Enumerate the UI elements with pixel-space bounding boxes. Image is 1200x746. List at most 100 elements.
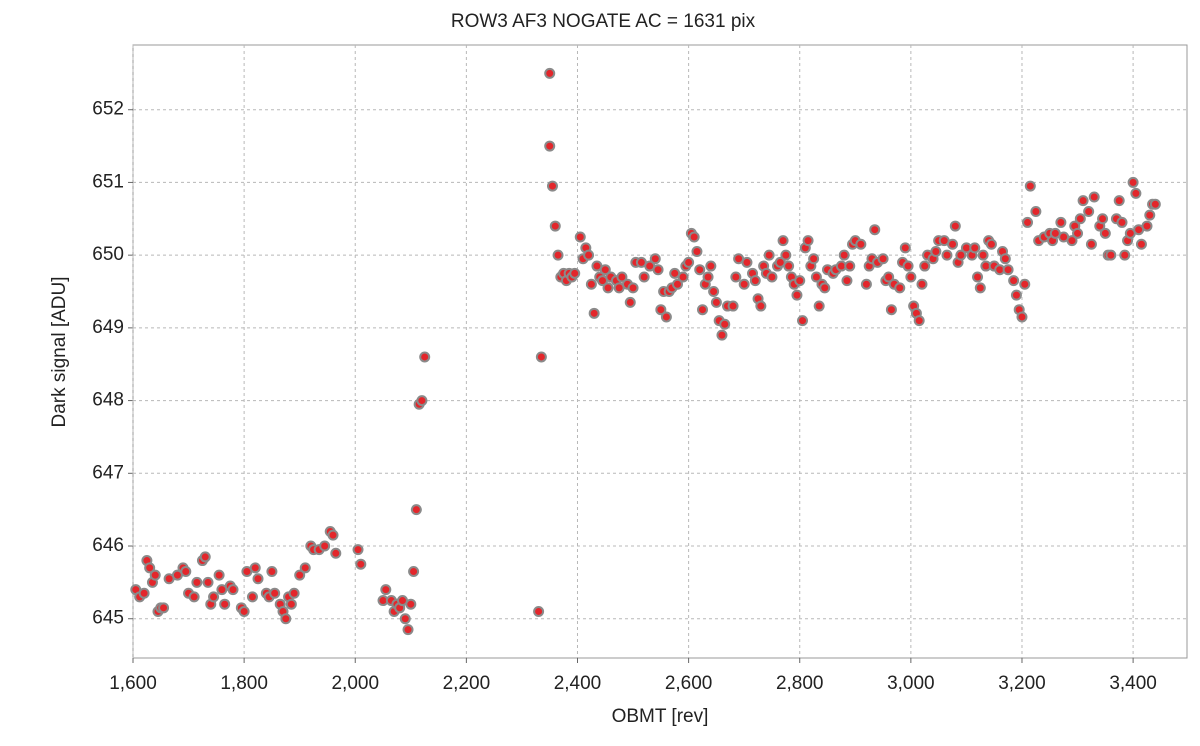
data-point — [299, 562, 311, 574]
data-point — [569, 267, 581, 279]
data-point — [549, 220, 561, 232]
x-tick-label: 3,200 — [998, 673, 1046, 694]
data-point — [208, 591, 220, 603]
x-tick-label: 1,800 — [220, 673, 268, 694]
data-point — [691, 246, 703, 258]
data-point — [1077, 195, 1089, 207]
data-point — [783, 260, 795, 272]
data-point — [716, 329, 728, 341]
data-point — [705, 260, 717, 272]
data-point — [949, 220, 961, 232]
data-point — [697, 304, 709, 316]
data-point — [708, 286, 720, 298]
data-point — [246, 591, 258, 603]
data-point — [188, 591, 200, 603]
data-point — [213, 569, 225, 581]
data-point — [677, 271, 689, 283]
data-point — [219, 598, 231, 610]
x-tick-label: 3,400 — [1109, 673, 1157, 694]
data-point — [546, 180, 558, 192]
data-point — [702, 271, 714, 283]
data-point — [158, 602, 170, 614]
data-point — [977, 249, 989, 261]
x-tick-label: 2,600 — [665, 673, 713, 694]
data-point — [138, 587, 150, 599]
data-point — [1113, 195, 1125, 207]
data-point — [1105, 249, 1117, 261]
y-tick-label: 650 — [92, 244, 124, 265]
data-point — [819, 282, 831, 294]
data-point — [919, 260, 931, 272]
chart-title: ROW3 AF3 NOGATE AC = 1631 pix — [451, 11, 756, 32]
data-point — [869, 224, 881, 236]
data-point — [894, 282, 906, 294]
data-point — [327, 529, 339, 541]
data-point — [683, 256, 695, 268]
data-point — [916, 278, 928, 290]
data-point — [408, 565, 420, 577]
data-point — [574, 231, 586, 243]
data-point — [399, 613, 411, 625]
data-point — [294, 569, 306, 581]
data-point — [802, 235, 814, 247]
data-point — [1066, 235, 1078, 247]
data-point — [738, 278, 750, 290]
data-point — [227, 584, 239, 596]
data-point — [638, 271, 650, 283]
data-point — [533, 605, 545, 617]
data-point — [947, 238, 959, 250]
data-point — [885, 304, 897, 316]
data-point — [585, 278, 597, 290]
data-point — [999, 253, 1011, 265]
data-point — [269, 587, 281, 599]
data-point — [838, 249, 850, 261]
data-point — [1088, 191, 1100, 203]
data-point — [583, 249, 595, 261]
data-point — [877, 253, 889, 265]
data-point — [652, 264, 664, 276]
data-point — [1116, 216, 1128, 228]
x-tick-label: 2,200 — [443, 673, 491, 694]
data-point — [930, 246, 942, 258]
data-point — [544, 67, 556, 79]
data-point — [285, 598, 297, 610]
data-point — [1097, 213, 1109, 225]
data-point — [280, 613, 292, 625]
data-point — [841, 275, 853, 287]
data-point — [985, 238, 997, 250]
y-axis-label: Dark signal [ADU] — [49, 277, 70, 428]
data-point — [319, 540, 331, 552]
y-tick-label: 652 — [92, 99, 124, 120]
y-tick-label: 646 — [92, 535, 124, 556]
data-point — [694, 264, 706, 276]
data-point — [330, 547, 342, 559]
data-point — [777, 235, 789, 247]
data-point — [624, 296, 636, 308]
data-point — [727, 300, 739, 312]
data-point — [883, 271, 895, 283]
data-point — [1135, 238, 1147, 250]
data-point — [1008, 275, 1020, 287]
data-point — [252, 573, 264, 585]
x-axis-label: OBMT [rev] — [612, 706, 709, 727]
data-point — [719, 318, 731, 330]
data-point — [688, 231, 700, 243]
data-point — [199, 551, 211, 563]
data-point — [616, 271, 628, 283]
data-point — [266, 565, 278, 577]
data-point — [1019, 278, 1031, 290]
data-point — [1149, 198, 1161, 210]
data-point — [238, 605, 250, 617]
x-tick-label: 2,000 — [331, 673, 379, 694]
data-point — [405, 598, 417, 610]
data-point — [1074, 213, 1086, 225]
data-point — [755, 300, 767, 312]
data-point — [1022, 216, 1034, 228]
data-point — [1119, 249, 1131, 261]
data-point — [794, 275, 806, 287]
data-point — [535, 351, 547, 363]
data-point — [410, 504, 422, 516]
data-point — [730, 271, 742, 283]
data-point — [1024, 180, 1036, 192]
